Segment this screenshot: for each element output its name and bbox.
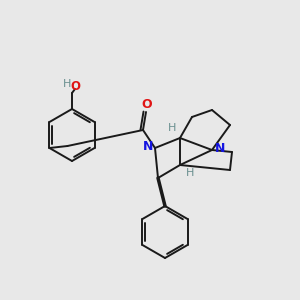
Text: H: H <box>186 168 194 178</box>
Text: H: H <box>168 123 176 133</box>
Text: N: N <box>215 142 225 154</box>
Text: O: O <box>142 98 152 112</box>
Text: H: H <box>63 79 71 89</box>
Text: O: O <box>70 80 80 92</box>
Text: N: N <box>143 140 153 152</box>
